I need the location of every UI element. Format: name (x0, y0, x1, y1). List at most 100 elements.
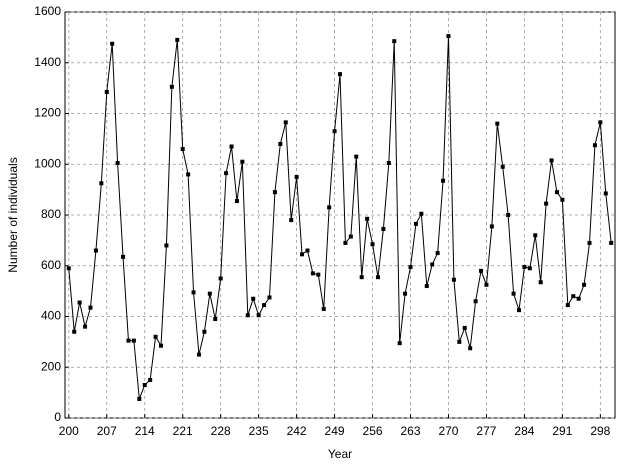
data-point (169, 84, 174, 89)
data-point (240, 159, 245, 164)
data-point (142, 383, 147, 388)
data-point (72, 329, 77, 334)
data-point (267, 295, 272, 300)
data-point (468, 346, 473, 351)
x-tick-label: 291 (552, 424, 572, 438)
data-point (375, 275, 380, 280)
data-point (131, 338, 136, 343)
data-point (126, 338, 131, 343)
data-point (348, 234, 353, 239)
x-tick-label: 284 (514, 424, 534, 438)
data-point (121, 254, 126, 259)
data-point (256, 313, 261, 318)
data-point (66, 266, 71, 271)
data-point (213, 317, 218, 322)
x-tick-label: 277 (476, 424, 496, 438)
data-point (473, 299, 478, 304)
x-tick-label: 235 (249, 424, 269, 438)
data-point (408, 265, 413, 270)
y-axis-label: Number of individuals (6, 157, 20, 272)
x-tick-label: 242 (287, 424, 307, 438)
y-tick-label: 1600 (34, 4, 61, 18)
data-point (403, 291, 408, 296)
data-point (359, 275, 364, 280)
data-point (424, 284, 429, 289)
data-point (207, 291, 212, 296)
data-point (544, 201, 549, 206)
data-point (386, 160, 391, 165)
data-point (489, 224, 494, 229)
data-point (153, 334, 158, 339)
data-point (278, 141, 283, 146)
x-tick-label: 256 (363, 424, 383, 438)
data-point (283, 120, 288, 125)
data-point (343, 240, 348, 245)
data-point (587, 240, 592, 245)
data-point (451, 277, 456, 282)
data-point (305, 248, 310, 253)
data-point (93, 248, 98, 253)
y-tick-label: 800 (41, 207, 61, 221)
data-point (397, 341, 402, 346)
data-point (413, 221, 418, 226)
y-tick-label: 200 (41, 359, 61, 373)
data-point (321, 306, 326, 311)
data-point (332, 129, 337, 134)
data-point (511, 291, 516, 296)
y-tick-label: 600 (41, 258, 61, 272)
data-point (538, 280, 543, 285)
data-point (251, 296, 256, 301)
data-point (289, 218, 294, 223)
data-point (262, 303, 267, 308)
data-point (582, 282, 587, 287)
data-point (603, 191, 608, 196)
data-point (576, 296, 581, 301)
data-point (218, 276, 223, 281)
data-point (516, 308, 521, 313)
data-point (365, 216, 370, 221)
data-point (484, 282, 489, 287)
data-point (495, 121, 500, 126)
data-point (164, 243, 169, 248)
data-point (234, 199, 239, 204)
data-point (316, 272, 321, 277)
x-tick-label: 270 (438, 424, 458, 438)
data-point (310, 271, 315, 276)
data-point (527, 266, 532, 271)
data-point (462, 325, 467, 330)
data-point (159, 343, 164, 348)
data-point (196, 352, 201, 357)
data-point (446, 34, 451, 39)
data-point (202, 329, 207, 334)
x-tick-label: 200 (59, 424, 79, 438)
data-point (137, 396, 142, 401)
data-point (441, 178, 446, 183)
data-point (110, 41, 115, 46)
data-point (598, 120, 603, 125)
data-point (104, 89, 109, 94)
data-point (554, 190, 559, 195)
data-point (506, 213, 511, 217)
data-point (338, 72, 342, 77)
data-point (479, 268, 484, 273)
y-tick-label: 0 (54, 410, 61, 424)
data-point (229, 144, 234, 149)
data-point (83, 324, 88, 329)
data-point (77, 300, 82, 305)
data-point (245, 313, 250, 318)
data-point (565, 303, 570, 308)
data-point (381, 226, 386, 231)
x-tick-label: 249 (325, 424, 345, 438)
data-point (370, 242, 375, 247)
data-point (148, 377, 153, 382)
data-point (419, 211, 424, 216)
x-tick-label: 214 (135, 424, 155, 438)
data-point (354, 154, 359, 159)
y-tick-label: 1000 (34, 156, 61, 170)
y-tick-label: 1400 (34, 55, 61, 69)
data-point (180, 147, 185, 152)
data-point (392, 39, 397, 44)
data-point (457, 339, 462, 344)
series-line (68, 36, 612, 400)
